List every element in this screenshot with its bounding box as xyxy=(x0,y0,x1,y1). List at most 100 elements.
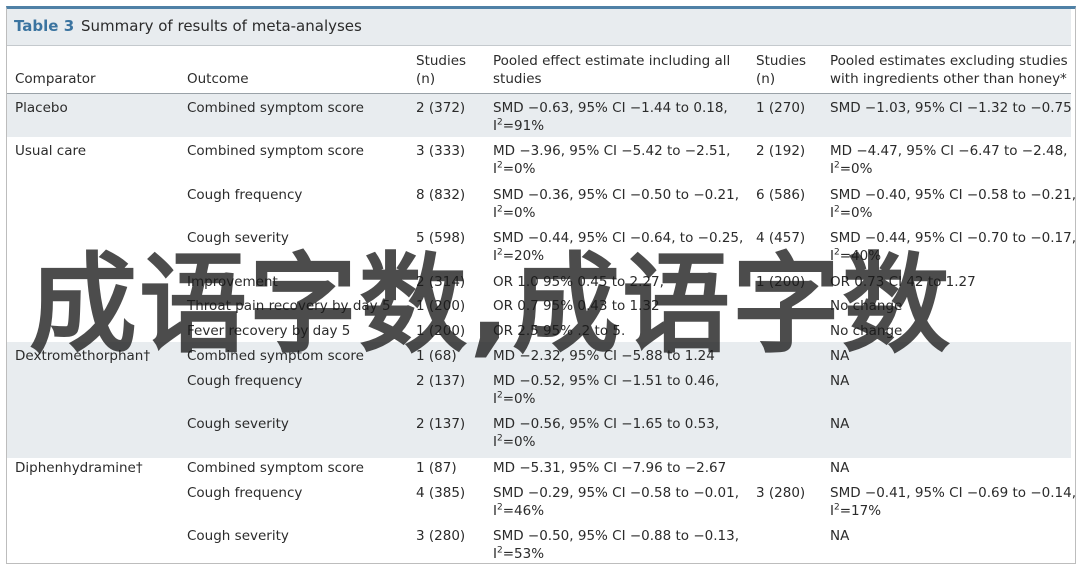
i2-value: =0% xyxy=(502,161,536,177)
i2-superscript: 2 xyxy=(833,502,840,513)
i2-value: =40% xyxy=(839,248,882,264)
pooled-excl-cell: NA xyxy=(830,372,849,390)
pooled-all-cell: MD −0.52, 95% CI −1.51 to 0.46, I2=0% xyxy=(493,372,719,408)
pooled-all-cell: SMD −0.63, 95% CI −1.44 to 0.18, I2=91% xyxy=(493,99,728,135)
header-studies-2: Studies xyxy=(756,53,807,69)
i2-superscript: 2 xyxy=(496,247,503,258)
pooled-excl-cell-line1: SMD −0.40, 95% CI −0.58 to −0.21, xyxy=(830,187,1077,203)
header-rule xyxy=(7,93,1071,94)
pooled-excl-cell-heterogeneity: I2=0% xyxy=(830,160,1067,178)
pooled-all-cell-heterogeneity: I2=0% xyxy=(493,433,719,451)
pooled-excl-cell-line1: NA xyxy=(830,373,850,389)
i2-symbol: I xyxy=(830,503,834,519)
studies-excl-cell: 1 (200) xyxy=(756,274,806,290)
pooled-excl-cell-line1: NA xyxy=(830,348,850,364)
studies-cell: 4 (385) xyxy=(416,485,466,501)
comparator-cell: Dextromethorphan† xyxy=(15,348,151,364)
pooled-all-cell-heterogeneity: I2=46% xyxy=(493,502,739,520)
pooled-excl-cell: SMD −0.44, 95% CI −0.70 to −0.17, I2=40% xyxy=(830,229,1076,265)
pooled-excl-cell: NA xyxy=(830,347,849,365)
pooled-excl-cell-line1: MD −4.47, 95% CI −6.47 to −2.48, xyxy=(830,143,1068,159)
i2-superscript: 2 xyxy=(496,117,503,128)
studies-excl-cell: 2 (192) xyxy=(756,143,806,159)
i2-superscript: 2 xyxy=(496,502,503,513)
pooled-excl-cell: No change xyxy=(830,297,902,315)
comparator-cell: Diphenhydramine† xyxy=(15,460,143,476)
pooled-all-cell-line1: SMD −0.44, 95% CI −0.64, to −0.25, xyxy=(493,230,744,246)
pooled-all-cell-line1: MD −0.52, 95% CI −1.51 to 0.46, xyxy=(493,373,720,389)
pooled-excl-cell-line1: No change xyxy=(830,298,903,314)
outcome-cell: Combined symptom score xyxy=(187,100,364,116)
i2-value: =0% xyxy=(502,205,536,221)
pooled-excl-cell-heterogeneity: I2=40% xyxy=(830,247,1076,265)
studies-cell: 2 (372) xyxy=(416,100,466,116)
studies-cell: 1 (200) xyxy=(416,298,466,314)
i2-symbol: I xyxy=(830,248,834,264)
pooled-excl-cell: MD −4.47, 95% CI −6.47 to −2.48, I2=0% xyxy=(830,142,1067,178)
i2-symbol: I xyxy=(493,161,497,177)
outcome-cell: Cough severity xyxy=(187,416,289,432)
header-pooled-excl: Pooled estimates excluding studies xyxy=(830,53,1068,69)
i2-symbol: I xyxy=(830,205,834,221)
outcome-cell: Throat pain recovery by day 5 xyxy=(187,298,391,314)
studies-cell: 1 (87) xyxy=(416,460,457,476)
pooled-all-cell: MD −0.56, 95% CI −1.65 to 0.53, I2=0% xyxy=(493,415,719,451)
i2-symbol: I xyxy=(493,248,497,264)
i2-value: =17% xyxy=(839,503,882,519)
pooled-all-cell-line1: SMD −0.50, 95% CI −0.88 to −0.13, xyxy=(493,528,740,544)
pooled-all-cell-line1: MD −0.56, 95% CI −1.65 to 0.53, xyxy=(493,416,720,432)
pooled-excl-cell: SMD −0.40, 95% CI −0.58 to −0.21, I2=0% xyxy=(830,186,1076,222)
studies-cell: 5 (598) xyxy=(416,230,466,246)
pooled-all-cell-line1: MD −3.96, 95% CI −5.42 to −2.51, xyxy=(493,143,731,159)
pooled-excl-cell-line1: NA xyxy=(830,460,850,476)
i2-symbol: I xyxy=(493,205,497,221)
pooled-excl-cell-line1: SMD −1.03, 95% CI −1.32 to −0.75 xyxy=(830,100,1072,116)
studies-cell: 2 (137) xyxy=(416,373,466,389)
pooled-excl-cell: SMD −0.41, 95% CI −0.69 to −0.14, I2=17% xyxy=(830,484,1076,520)
pooled-all-cell-heterogeneity: I2=0% xyxy=(493,160,730,178)
header-pooled-excl-2: with ingredients other than honey* xyxy=(830,71,1067,87)
i2-symbol: I xyxy=(830,161,834,177)
i2-superscript: 2 xyxy=(496,204,503,215)
row-group-band xyxy=(7,94,1071,137)
pooled-all-cell: SMD −0.50, 95% CI −0.88 to −0.13, I2=53% xyxy=(493,527,739,563)
i2-value: =0% xyxy=(839,161,873,177)
pooled-excl-cell: NA xyxy=(830,527,849,545)
outcome-cell: Fever recovery by day 5 xyxy=(187,323,351,339)
i2-superscript: 2 xyxy=(833,204,840,215)
pooled-all-cell: MD −2.32, 95% CI −5.88 to 1.24 xyxy=(493,347,715,365)
i2-symbol: I xyxy=(493,118,497,134)
pooled-all-cell-line1: OR 0.7 95% 0.43 to 1.32 xyxy=(493,298,660,314)
outcome-cell: Cough frequency xyxy=(187,373,303,389)
studies-cell: 8 (832) xyxy=(416,187,466,203)
i2-value: =0% xyxy=(502,391,536,407)
pooled-excl-cell-line1: SMD −0.44, 95% CI −0.70 to −0.17, xyxy=(830,230,1077,246)
row-group-band xyxy=(7,342,1071,458)
pooled-excl-cell: SMD −1.03, 95% CI −1.32 to −0.75 xyxy=(830,99,1072,117)
table-frame: Table 3 Summary of results of meta-analy… xyxy=(6,6,1076,564)
pooled-excl-cell-heterogeneity: I2=0% xyxy=(830,204,1076,222)
pooled-excl-cell-line1: SMD −0.41, 95% CI −0.69 to −0.14, xyxy=(830,485,1077,501)
pooled-all-cell-line1: SMD −0.29, 95% CI −0.58 to −0.01, xyxy=(493,485,740,501)
comparator-cell: Placebo xyxy=(15,100,68,116)
i2-value: =91% xyxy=(502,118,545,134)
pooled-excl-cell: NA xyxy=(830,459,849,477)
studies-cell: 2 (137) xyxy=(416,416,466,432)
header-outcome: Outcome xyxy=(187,71,249,87)
header-pooled-all: Pooled effect estimate including all xyxy=(493,53,731,69)
outcome-cell: Combined symptom score xyxy=(187,348,364,364)
i2-superscript: 2 xyxy=(496,160,503,171)
table-title-bar: Table 3 Summary of results of meta-analy… xyxy=(7,9,1071,46)
pooled-excl-cell-heterogeneity: I2=17% xyxy=(830,502,1076,520)
pooled-all-cell: SMD −0.29, 95% CI −0.58 to −0.01, I2=46% xyxy=(493,484,739,520)
table-title: Summary of results of meta-analyses xyxy=(81,17,362,35)
studies-cell: 3 (280) xyxy=(416,528,466,544)
studies-excl-cell: 1 (270) xyxy=(756,100,806,116)
pooled-all-cell-line1: SMD −0.36, 95% CI −0.50 to −0.21, xyxy=(493,187,740,203)
i2-superscript: 2 xyxy=(496,390,503,401)
pooled-all-cell-line1: MD −5.31, 95% CI −7.96 to −2.67 xyxy=(493,460,727,476)
outcome-cell: Cough frequency xyxy=(187,485,303,501)
pooled-all-cell-heterogeneity: I2=91% xyxy=(493,117,728,135)
i2-symbol: I xyxy=(493,546,497,562)
i2-symbol: I xyxy=(493,391,497,407)
